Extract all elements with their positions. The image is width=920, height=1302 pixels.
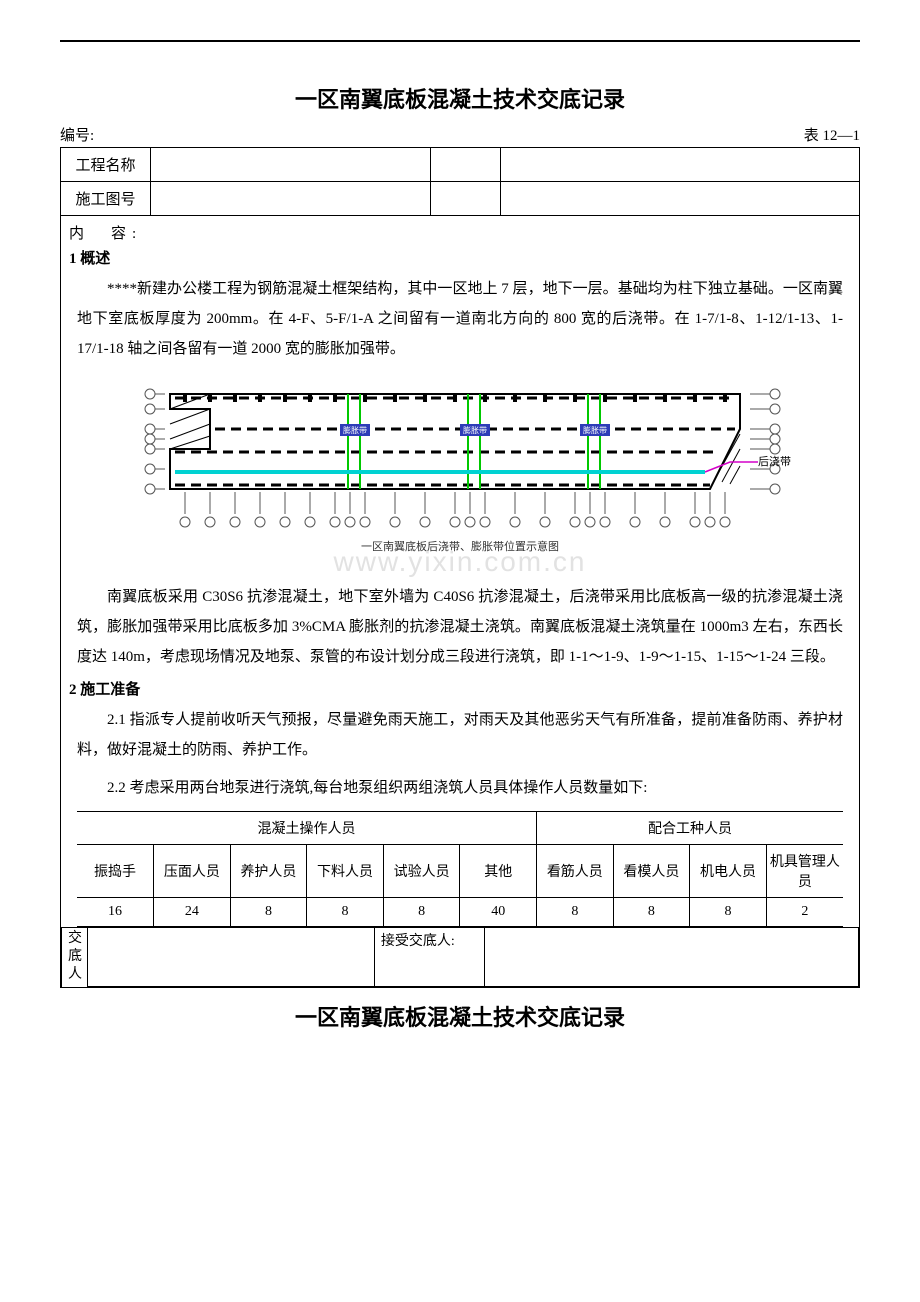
- staff-col-2: 养护人员: [230, 845, 307, 898]
- table-ref: 表 12—1: [804, 124, 860, 145]
- staff-group1: 混凝土操作人员: [77, 812, 537, 845]
- staff-val-3: 8: [307, 898, 384, 927]
- hdr-drawing-label: 施工图号: [61, 182, 151, 216]
- hdr-project-val2a: [431, 148, 501, 182]
- expansion-label-3: 膨胀带: [583, 425, 607, 435]
- staff-val-1: 24: [154, 898, 231, 927]
- content-body: 内 容: 1 概述 ****新建办公楼工程为钢筋混凝土框架结构，其中一区地上 7…: [60, 216, 860, 988]
- section1-p1: ****新建办公楼工程为钢筋混凝土框架结构，其中一区地上 7 层，地下一层。基础…: [61, 270, 859, 368]
- page-title: 一区南翼底板混凝土技术交底记录: [60, 82, 860, 114]
- hdr-project-val1: [151, 148, 431, 182]
- section1-heading: 1 概述: [61, 245, 859, 270]
- staff-val-7: 8: [613, 898, 690, 927]
- staff-val-2: 8: [230, 898, 307, 927]
- section1-p2: 南翼底板采用 C30S6 抗渗混凝土，地下室外墙为 C40S6 抗渗混凝土，后浇…: [61, 578, 859, 676]
- sign-right-space: [484, 928, 858, 987]
- staff-col-0: 振捣手: [77, 845, 154, 898]
- staff-val-0: 16: [77, 898, 154, 927]
- hdr-project-label: 工程名称: [61, 148, 151, 182]
- staff-val-8: 8: [690, 898, 767, 927]
- staff-val-5: 40: [460, 898, 537, 927]
- header-table: 工程名称 施工图号: [60, 147, 860, 216]
- section2-p2: 2.2 考虑采用两台地泵进行浇筑,每台地泵组织两组浇筑人员具体操作人员数量如下:: [61, 769, 859, 807]
- hdr-drawing-val2a: [431, 182, 501, 216]
- staff-col-5: 其他: [460, 845, 537, 898]
- staff-val-4: 8: [383, 898, 460, 927]
- sign-right-label: 接受交底人:: [374, 928, 484, 987]
- footer-title: 一区南翼底板混凝土技术交底记录: [60, 1000, 860, 1032]
- plan-diagram: 膨胀带 膨胀带 膨胀带 后浇带 一区南翼底板后浇带、膨胀带位置示意图: [61, 368, 859, 564]
- staff-col-4: 试验人员: [383, 845, 460, 898]
- section2-heading: 2 施工准备: [61, 676, 859, 701]
- section2-p1: 2.1 指派专人提前收听天气预报，尽量避免雨天施工，对雨天及其他恶劣天气有所准备…: [61, 701, 859, 769]
- staff-col-9: 机具管理人员: [766, 845, 843, 898]
- staff-col-7: 看模人员: [613, 845, 690, 898]
- staff-table: 混凝土操作人员 配合工种人员 振捣手 压面人员 养护人员 下料人员 试验人员 其…: [77, 811, 843, 927]
- staff-col-3: 下料人员: [307, 845, 384, 898]
- content-label: 内 容:: [61, 220, 859, 245]
- top-rule: [60, 40, 860, 42]
- signature-table: 交底人 接受交底人:: [61, 927, 859, 987]
- staff-col-1: 压面人员: [154, 845, 231, 898]
- doc-no-label: 编号:: [60, 124, 94, 145]
- meta-row: 编号: 表 12—1: [60, 124, 860, 145]
- diagram-caption: 一区南翼底板后浇带、膨胀带位置示意图: [361, 539, 559, 553]
- staff-val-9: 2: [766, 898, 843, 927]
- expansion-label-1: 膨胀带: [343, 425, 367, 435]
- staff-col-8: 机电人员: [690, 845, 767, 898]
- expansion-label-2: 膨胀带: [463, 425, 487, 435]
- sign-left-label: 交底人: [62, 928, 88, 987]
- staff-group2: 配合工种人员: [537, 812, 844, 845]
- hdr-drawing-val2: [501, 182, 860, 216]
- hdr-project-val2: [501, 148, 860, 182]
- staff-val-6: 8: [537, 898, 614, 927]
- post-pour-label: 后浇带: [758, 455, 791, 468]
- staff-col-6: 看筋人员: [537, 845, 614, 898]
- hdr-drawing-val1: [151, 182, 431, 216]
- sign-left-space: [88, 928, 375, 987]
